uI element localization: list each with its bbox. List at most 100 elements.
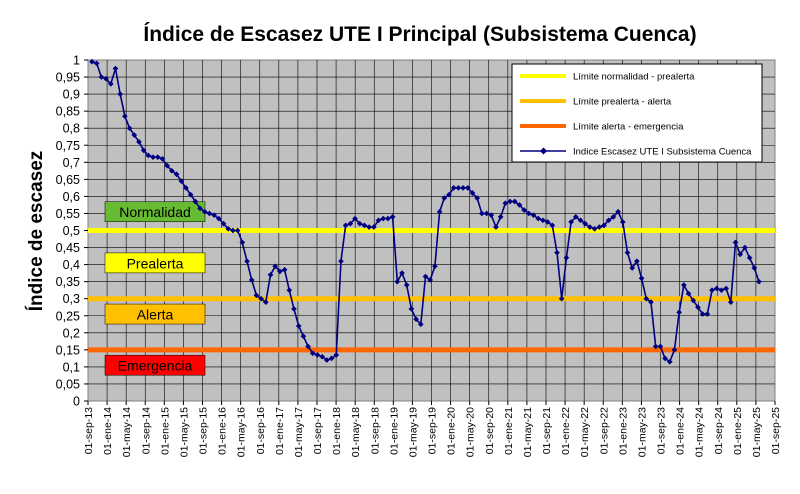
series-point [723,285,729,292]
series-point [291,306,297,312]
x-tick-label: 01-may-17 [293,407,305,457]
x-tick-label: 01-sep-24 [713,407,725,454]
series-point [474,195,480,201]
series-point [131,132,138,138]
x-tick-label: 01-sep-15 [198,407,210,454]
series-point [596,224,603,230]
series-point [671,347,678,353]
series-point [507,198,513,205]
series-point [577,217,584,224]
series-point [342,222,349,229]
series-point [441,195,448,201]
series-point [399,270,405,276]
x-tick-label: 01-ene-19 [388,407,400,455]
series-point [756,278,762,285]
y-tick-label: 0,3 [63,292,80,306]
y-tick-label: 1 [73,54,80,68]
x-tick-label: 01-ene-16 [217,407,229,455]
series-point [572,214,579,220]
series-point [305,343,311,350]
series-point [727,299,734,305]
y-tick-label: 0,75 [56,139,80,153]
series-point [385,215,391,222]
series-point [502,200,509,207]
series-point [634,258,640,265]
x-tick-label: 01-may-19 [407,407,419,457]
series-point [460,185,466,191]
series-point [244,258,250,265]
series-point [366,224,372,230]
zone-label: Normalidad [119,204,191,220]
series-point [112,65,119,72]
series-point [610,214,617,220]
series-point [98,74,105,80]
x-tick-label: 01-sep-18 [369,407,381,454]
series-point [403,282,410,288]
x-tick-label: 01-may-18 [350,407,362,457]
x-tick-label: 01-ene-22 [560,407,572,455]
series-point [417,321,424,328]
series-point [239,239,246,246]
series-point [206,210,213,217]
series-point [178,178,185,184]
series-point [629,265,636,271]
series-point [333,352,340,358]
series-point [746,254,753,261]
series-point [587,224,593,230]
series-point [286,287,293,294]
series-point [690,297,697,304]
y-tick-label: 0,8 [63,122,80,136]
series-point [751,265,758,271]
series-point [253,292,260,299]
x-tick-label: 01-may-25 [751,407,763,457]
series-point [281,266,288,273]
legend-box [511,63,763,163]
series-point [122,113,128,120]
series-point [530,212,537,218]
series-point [601,222,607,229]
series-point [324,357,330,363]
series-point [173,171,180,178]
series-point [154,154,161,161]
series-point [347,220,354,227]
series-point [535,215,542,222]
series-point [544,219,551,225]
series-point [295,323,302,329]
series-point [314,352,321,358]
zone-labels: Normalidad Prealerta Alerta Emergencia [104,201,206,376]
series-point [666,358,673,365]
x-tick-label: 01-sep-19 [427,407,439,454]
x-tick-label: 01-sep-14 [140,407,152,454]
series-point [464,185,471,191]
zone-label: Emergencia [118,358,193,374]
series-point [225,225,232,232]
legend-label: Límite normalidad - prealerta [573,72,695,83]
y-tick-label: 0,5 [63,224,80,238]
series-point [394,278,401,285]
series-point [638,275,645,282]
zone-label-box [104,252,206,274]
y-axis-label: Índice de escasez [25,151,47,312]
y-tick-label: 0,45 [56,241,80,255]
series-point [248,277,255,283]
series-point [591,225,598,232]
series-point [568,219,574,225]
x-tick-label: 01-sep-13 [83,407,95,454]
series-point [450,185,457,191]
series-point [201,208,208,215]
series-point [150,154,156,161]
series-point [615,208,621,215]
series-point [558,295,565,302]
series-point [309,350,316,357]
series-point [371,224,377,230]
series-point [220,220,227,227]
series-point [676,309,682,316]
series-point [497,214,504,220]
y-tick-label: 0,95 [56,71,80,85]
x-tick-label: 01-sep-25 [770,407,782,454]
series-point [521,207,527,213]
series-point [136,139,142,145]
x-tick-label: 01-may-16 [236,407,248,457]
zone-label-box [104,354,206,376]
series-point [624,249,631,256]
